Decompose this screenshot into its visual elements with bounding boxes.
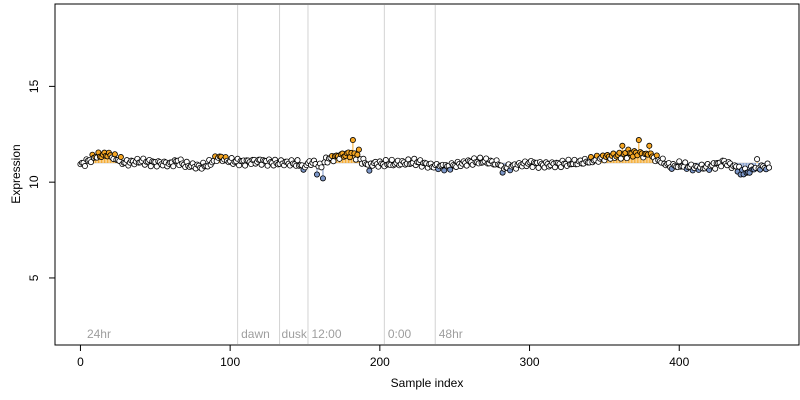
region-lines (237, 5, 436, 344)
data-point (81, 163, 88, 170)
data-point (619, 142, 626, 149)
region-label: 12:00 (311, 327, 341, 341)
data-point (646, 142, 653, 149)
x-tick-label: 300 (520, 355, 540, 369)
data-point (535, 164, 542, 171)
data-point (355, 146, 362, 153)
data-point (477, 154, 484, 161)
deviation-segments (79, 140, 770, 179)
data-point (754, 156, 761, 163)
x-axis: 0 100 200 300 400 (77, 344, 690, 369)
data-point (659, 155, 666, 162)
data-point (87, 159, 94, 166)
data-point (441, 167, 448, 174)
region-label: dawn (241, 327, 270, 341)
data-point (766, 164, 773, 171)
x-axis-label: Sample index (391, 376, 464, 390)
data-point (617, 155, 624, 162)
data-point (676, 158, 683, 165)
region-label: 48hr (439, 327, 463, 341)
data-point (366, 167, 373, 174)
data-point (318, 164, 325, 171)
data-point (111, 151, 118, 158)
data-point (623, 155, 630, 162)
data-points (77, 137, 773, 182)
data-point (718, 163, 725, 170)
data-point (712, 165, 719, 172)
region-labels: 24hr dawn dusk 12:00 0:00 48hr (87, 327, 463, 341)
data-point (682, 159, 689, 166)
region-label: dusk (282, 327, 308, 341)
data-point (242, 162, 249, 169)
data-point (447, 166, 454, 173)
data-point (313, 171, 320, 178)
y-tick-label: 10 (27, 175, 41, 189)
region-label: 24hr (87, 327, 111, 341)
data-point (330, 158, 337, 165)
region-label: 0:00 (388, 327, 412, 341)
x-tick-label: 200 (370, 355, 390, 369)
x-tick-label: 100 (220, 355, 240, 369)
data-point (349, 137, 356, 144)
y-tick-label: 5 (27, 274, 41, 281)
x-tick-label: 0 (77, 355, 84, 369)
x-tick-label: 400 (669, 355, 689, 369)
data-point (170, 163, 177, 170)
plot-frame (54, 3, 800, 346)
data-point (294, 157, 301, 164)
data-point (463, 162, 470, 169)
y-tick-label: 15 (27, 79, 41, 93)
y-axis: 5 10 15 (27, 79, 56, 281)
data-point (388, 156, 395, 163)
y-axis-label: Expression (9, 144, 23, 203)
data-point (319, 175, 326, 182)
data-point (635, 137, 642, 144)
data-point (117, 154, 124, 161)
